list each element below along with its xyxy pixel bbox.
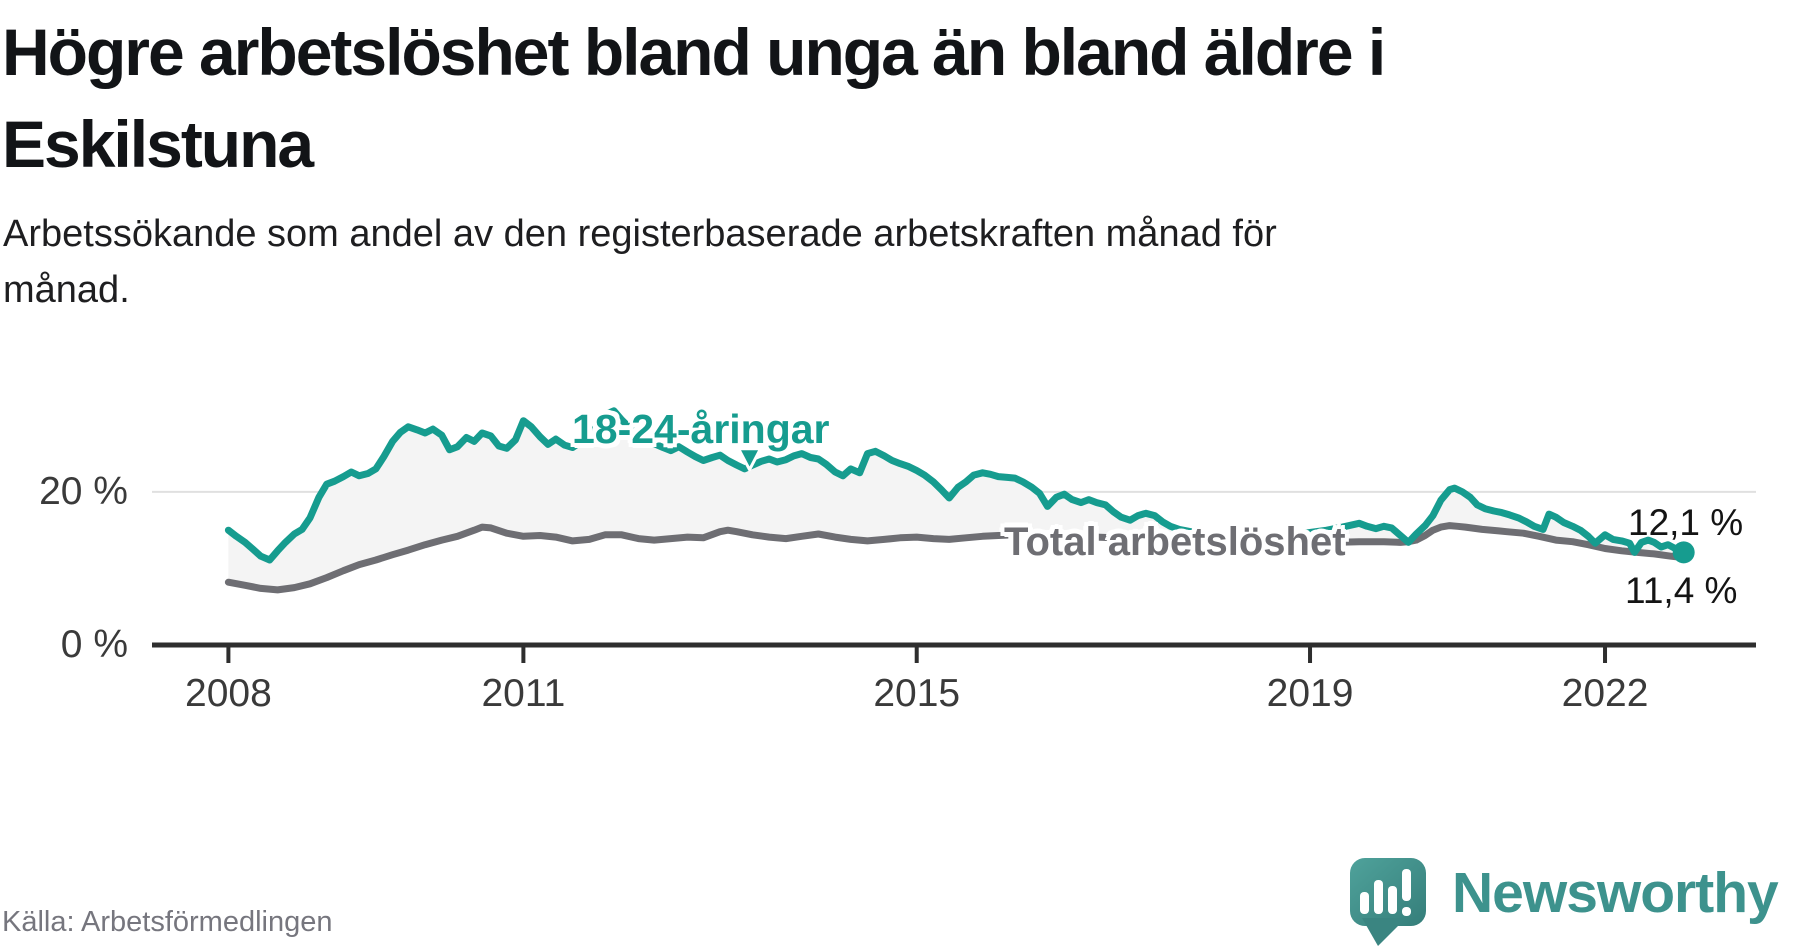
x-tick-label-2015: 2015	[873, 672, 961, 715]
x-tick-label-2019: 2019	[1266, 672, 1354, 715]
series-label-young: 18-24-åringar	[572, 406, 830, 452]
page-title: Högre arbetslöshet bland unga än bland ä…	[2, 6, 1722, 190]
bar-icon-small	[1360, 892, 1369, 914]
series-label-total: Total arbetslöshet	[1004, 520, 1346, 564]
chart-subtitle-line-2: månad.	[3, 269, 130, 311]
newsworthy-logo-icon	[1350, 858, 1426, 946]
x-tick-label-2008: 2008	[185, 672, 272, 715]
page-title-line-2: Eskilstuna	[2, 107, 314, 181]
end-value-label-total: 11,4 %	[1625, 570, 1738, 611]
x-tick-label-2022: 2022	[1561, 672, 1649, 715]
line-18-24-aringar	[224, 407, 1688, 564]
page-title-line-1: Högre arbetslöshet bland unga än bland ä…	[2, 15, 1386, 89]
y-tick-label-0: 0 %	[60, 623, 128, 666]
label-arrow-icon	[737, 447, 763, 472]
chart-subtitle-line-1: Arbetssökande som andel av den registerb…	[3, 213, 1277, 255]
exclamation-dot-icon	[1402, 907, 1411, 916]
exclamation-bar-icon	[1402, 869, 1411, 901]
end-dot-young	[1672, 541, 1695, 564]
bar-icon-tall	[1374, 880, 1383, 914]
fill-between-series	[228, 410, 1684, 590]
x-tick-label-2011: 2011	[481, 672, 566, 715]
source-caption: Källa: Arbetsförmedlingen	[2, 906, 333, 938]
end-value-label-young: 12,1 %	[1628, 502, 1744, 543]
speech-bubble-icon	[1350, 858, 1426, 946]
brand-wordmark: Newsworthy	[1452, 861, 1779, 925]
y-tick-label-20: 20 %	[39, 469, 128, 513]
line-total-arbetsloshet	[224, 522, 1688, 594]
bar-icon-medium	[1388, 886, 1397, 914]
chart-subtitle: Arbetssökande som andel av den registerb…	[3, 206, 1503, 318]
